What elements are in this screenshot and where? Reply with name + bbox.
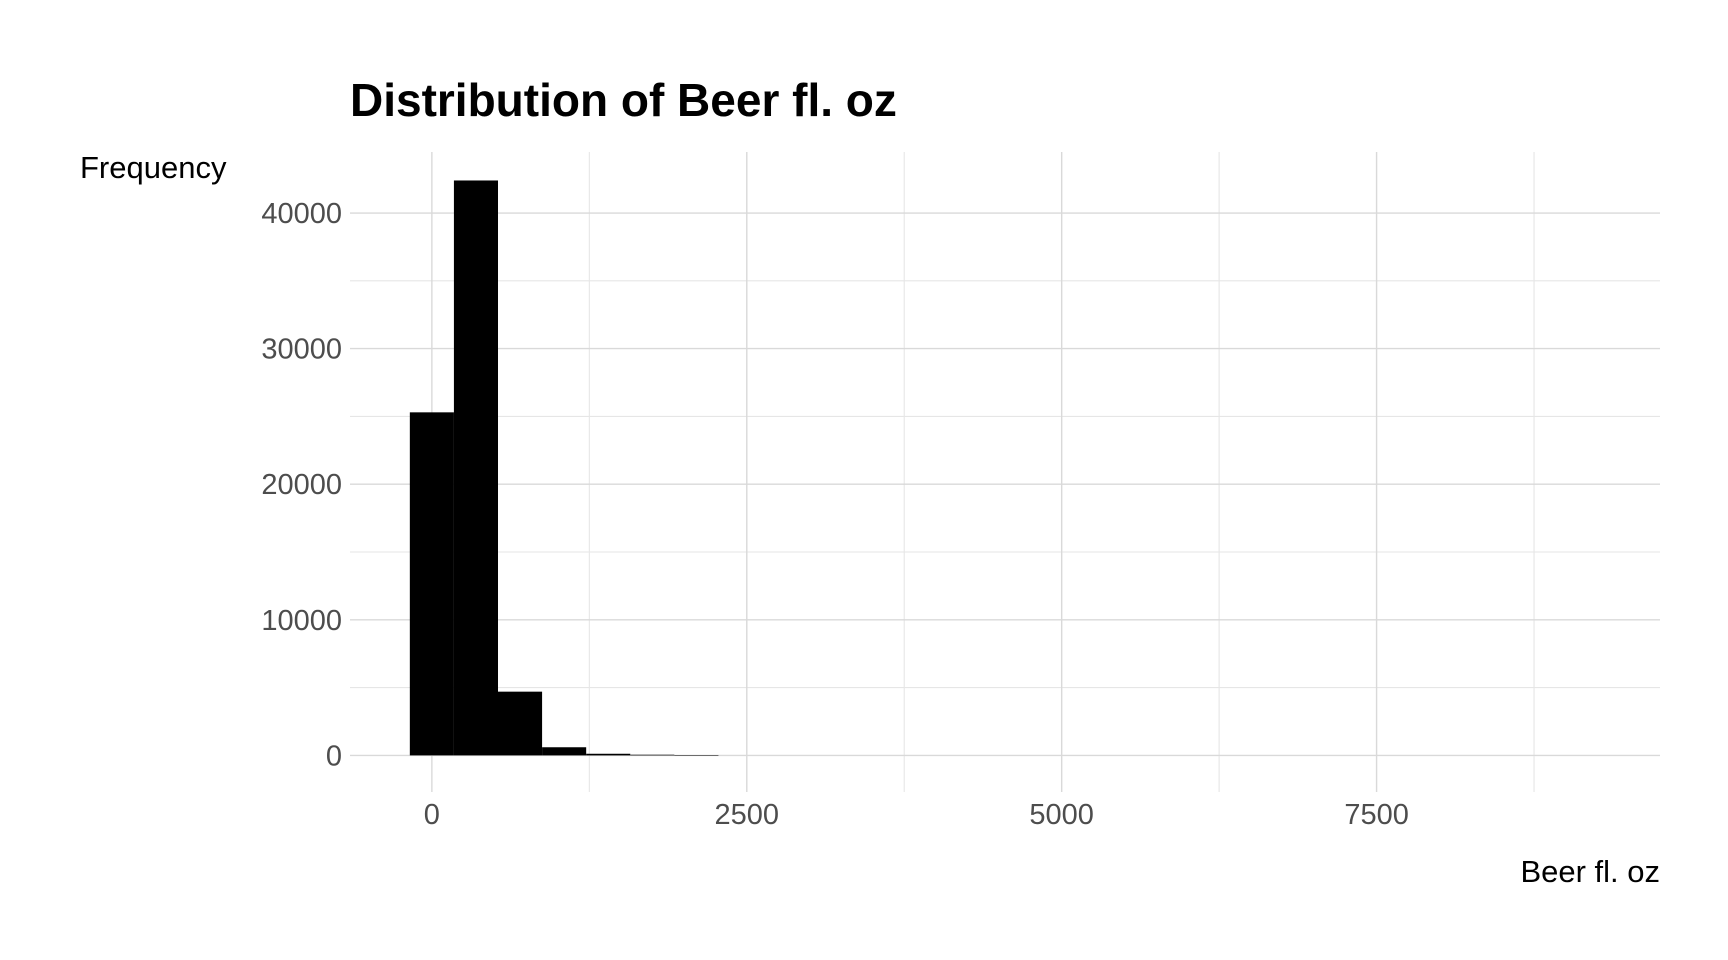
x-axis-tick-labels: 0 2500 5000 7500 xyxy=(424,799,1409,831)
y-axis-title: Frequency xyxy=(80,150,227,185)
y-axis-tick-labels: 0 10000 20000 30000 40000 xyxy=(261,198,342,772)
chart-title: Distribution of Beer fl. oz xyxy=(350,74,897,126)
histogram-bar xyxy=(630,754,675,756)
minor-gridlines xyxy=(350,152,1660,792)
histogram-bar xyxy=(409,412,454,756)
y-tick-label: 0 xyxy=(326,740,342,772)
histogram-bar xyxy=(674,755,719,756)
histogram-bar xyxy=(586,753,631,756)
major-gridlines xyxy=(350,152,1660,792)
histogram-bar xyxy=(498,691,543,756)
y-tick-label: 40000 xyxy=(261,198,342,230)
histogram-bar xyxy=(542,747,587,756)
y-tick-label: 20000 xyxy=(261,469,342,501)
x-tick-label: 7500 xyxy=(1344,799,1409,831)
x-tick-label: 2500 xyxy=(715,799,780,831)
x-axis-title: Beer fl. oz xyxy=(1520,854,1660,889)
x-tick-label: 0 xyxy=(424,799,440,831)
y-tick-label: 30000 xyxy=(261,334,342,366)
histogram-bar xyxy=(453,180,499,756)
y-tick-label: 10000 xyxy=(261,605,342,637)
histogram-bars xyxy=(409,180,719,756)
x-tick-label: 5000 xyxy=(1029,799,1094,831)
